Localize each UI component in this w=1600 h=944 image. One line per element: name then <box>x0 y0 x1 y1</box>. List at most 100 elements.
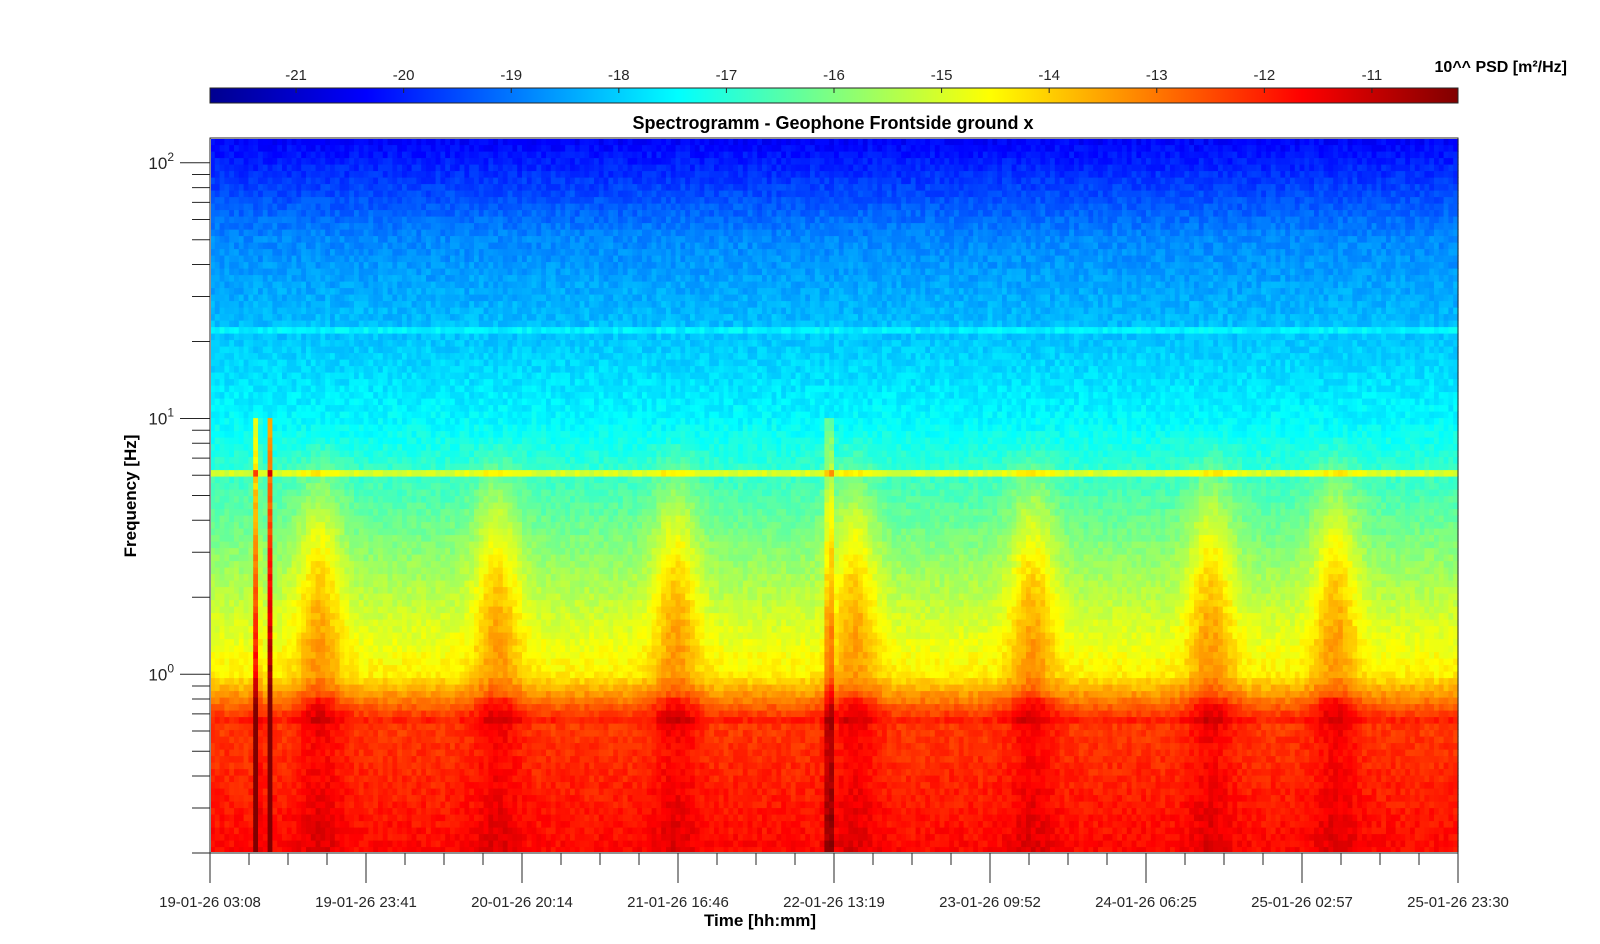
heatmap-cell <box>263 600 268 607</box>
heatmap-cell <box>364 171 369 178</box>
heatmap-cell <box>306 392 311 399</box>
heatmap-cell <box>234 801 239 808</box>
heatmap-cell <box>215 684 220 691</box>
heatmap-cell <box>229 320 234 327</box>
heatmap-cell <box>244 333 249 340</box>
heatmap-cell <box>316 665 321 672</box>
heatmap-cell <box>277 736 282 743</box>
heatmap-cell <box>354 600 359 607</box>
heatmap-cell <box>282 216 287 223</box>
heatmap-cell <box>234 587 239 594</box>
heatmap-cell <box>325 320 330 327</box>
heatmap-cell <box>373 593 378 600</box>
heatmap-cell <box>359 535 364 542</box>
heatmap-cell <box>325 288 330 295</box>
heatmap-cell <box>287 528 292 535</box>
heatmap-cell <box>263 736 268 743</box>
heatmap-cell <box>224 281 229 288</box>
heatmap-cell <box>320 366 325 373</box>
heatmap-cell <box>282 574 287 581</box>
heatmap-cell <box>364 353 369 360</box>
heatmap-cell <box>383 502 388 509</box>
heatmap-cell <box>292 808 297 815</box>
heatmap-cell <box>388 593 393 600</box>
heatmap-cell <box>344 736 349 743</box>
heatmap-cell <box>316 704 321 711</box>
heatmap-cell <box>263 476 268 483</box>
heatmap-cell <box>373 600 378 607</box>
heatmap-cell <box>407 197 412 204</box>
heatmap-cell <box>344 639 349 646</box>
heatmap-cell <box>335 229 340 236</box>
heatmap-cell <box>364 320 369 327</box>
heatmap-cell <box>292 463 297 470</box>
heatmap-cell <box>253 717 258 724</box>
heatmap-cell <box>364 652 369 659</box>
heatmap-cell <box>402 275 407 282</box>
heatmap-cell <box>253 554 258 561</box>
colorbar-tick-label: -15 <box>931 67 953 84</box>
heatmap-cell <box>320 587 325 594</box>
heatmap-cell <box>239 190 244 197</box>
heatmap-cell <box>378 723 383 730</box>
heatmap-cell <box>383 171 388 178</box>
heatmap-cell <box>330 782 335 789</box>
heatmap-cell <box>383 385 388 392</box>
heatmap-cell <box>287 658 292 665</box>
heatmap-cell <box>220 320 225 327</box>
heatmap-cell <box>296 463 301 470</box>
heatmap-cell <box>292 561 297 568</box>
heatmap-cell <box>234 554 239 561</box>
heatmap-cell <box>373 684 378 691</box>
heatmap-cell <box>354 522 359 529</box>
heatmap-cell <box>239 658 244 665</box>
heatmap-cell <box>340 333 345 340</box>
heatmap-cell <box>234 431 239 438</box>
heatmap-cell <box>311 827 316 834</box>
heatmap-cell <box>268 171 273 178</box>
heatmap-cell <box>388 645 393 652</box>
heatmap-cell <box>378 775 383 782</box>
heatmap-cell <box>282 255 287 262</box>
heatmap-cell <box>416 353 421 360</box>
heatmap-cell <box>215 437 220 444</box>
heatmap-cell <box>340 145 345 152</box>
heatmap-cell <box>354 333 359 340</box>
heatmap-cell <box>229 171 234 178</box>
heatmap-cell <box>268 307 273 314</box>
heatmap-cell <box>229 340 234 347</box>
heatmap-cell <box>234 574 239 581</box>
heatmap-cell <box>311 203 316 210</box>
heatmap-cell <box>359 392 364 399</box>
heatmap-cell <box>364 580 369 587</box>
heatmap-cell <box>296 697 301 704</box>
heatmap-cell <box>373 294 378 301</box>
heatmap-cell <box>292 515 297 522</box>
heatmap-cell <box>378 184 383 191</box>
heatmap-cell <box>272 645 277 652</box>
heatmap-cell <box>330 613 335 620</box>
heatmap-cell <box>354 151 359 158</box>
heatmap-cell <box>210 814 215 821</box>
heatmap-cell <box>407 658 412 665</box>
heatmap-cell <box>325 457 330 464</box>
heatmap-cell <box>359 834 364 841</box>
heatmap-cell <box>244 834 249 841</box>
heatmap-cell <box>397 190 402 197</box>
heatmap-cell <box>239 671 244 678</box>
heatmap-cell <box>335 431 340 438</box>
heatmap-cell <box>301 619 306 626</box>
heatmap-cell <box>215 216 220 223</box>
heatmap-cell <box>316 476 321 483</box>
heatmap-cell <box>306 717 311 724</box>
heatmap-cell <box>263 483 268 490</box>
heatmap-cell <box>239 652 244 659</box>
heatmap-cell <box>416 333 421 340</box>
heatmap-cell <box>335 197 340 204</box>
heatmap-cell <box>272 723 277 730</box>
heatmap-cell <box>220 827 225 834</box>
heatmap-cell <box>311 327 316 334</box>
heatmap-cell <box>244 639 249 646</box>
heatmap-cell <box>325 814 330 821</box>
heatmap-cell <box>263 242 268 249</box>
